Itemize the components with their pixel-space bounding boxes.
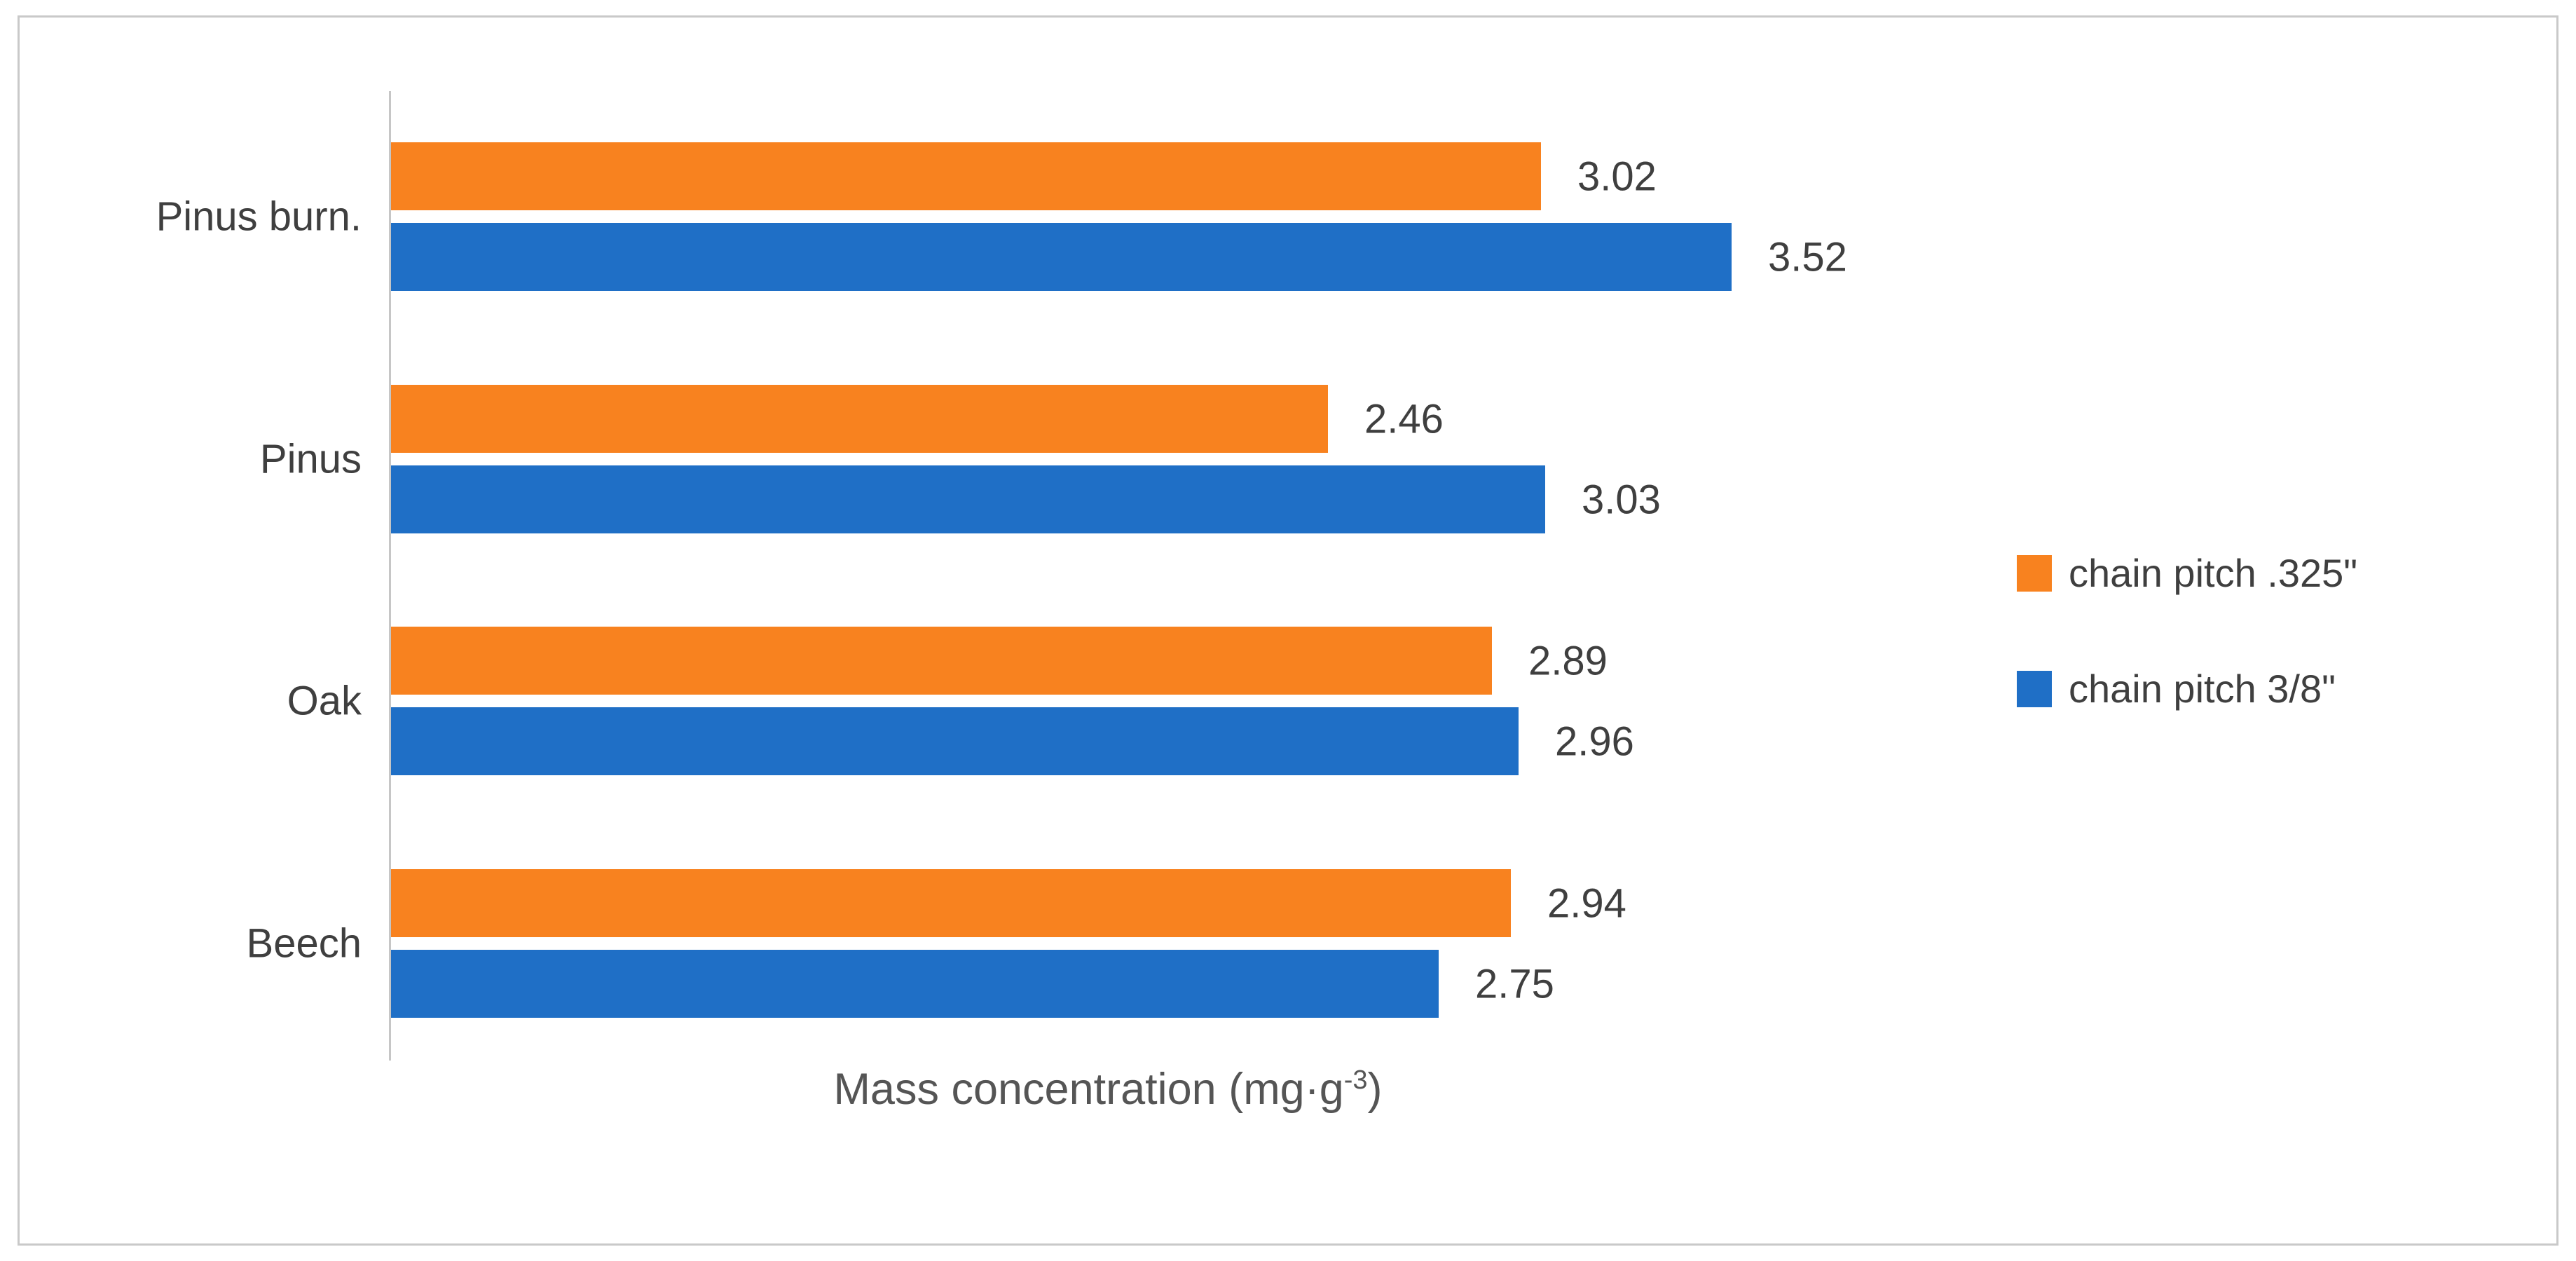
category-label-oak: Oak xyxy=(287,678,362,724)
bar-chain-pitch-325-3 xyxy=(391,627,1492,695)
x-axis-title-close: ) xyxy=(1367,1065,1383,1114)
bar-chain-pitch-38-3 xyxy=(391,707,1519,775)
bar-chain-pitch-38-1 xyxy=(391,223,1732,291)
category-label-beech: Beech xyxy=(246,920,362,967)
x-axis-title: Mass concentration (mg·g-3) xyxy=(390,1064,1826,1115)
value-label: 3.52 xyxy=(1768,234,1847,280)
orange-square-icon xyxy=(2017,554,2052,592)
value-label: 2.46 xyxy=(1364,396,1444,442)
value-label: 2.89 xyxy=(1528,638,1608,683)
bar-chain-pitch-38-2 xyxy=(391,465,1545,533)
bar-chain-pitch-325-2 xyxy=(391,385,1328,453)
category-label-pinus: Pinus xyxy=(259,436,362,482)
legend-item-chain-pitch-325: chain pitch .325" xyxy=(2017,550,2357,596)
legend-label: chain pitch .325" xyxy=(2069,551,2358,595)
x-axis-title-superscript: -3 xyxy=(1343,1065,1368,1095)
x-axis-title-main: Mass concentration (mg·g xyxy=(833,1065,1344,1114)
category-label-pinus-burn: Pinus burn. xyxy=(156,193,362,240)
value-label: 2.94 xyxy=(1547,880,1626,926)
blue-square-icon xyxy=(2017,670,2052,707)
value-label: 2.96 xyxy=(1555,718,1634,764)
value-label: 3.02 xyxy=(1577,154,1657,199)
legend-item-chain-pitch-38: chain pitch 3/8" xyxy=(2017,666,2336,711)
bar-chain-pitch-38-4 xyxy=(391,950,1439,1018)
value-label: 2.75 xyxy=(1475,961,1554,1007)
y-axis-line xyxy=(389,91,391,1061)
legend-label: chain pitch 3/8" xyxy=(2069,667,2336,711)
bar-chain-pitch-325-4 xyxy=(391,869,1511,937)
value-label: 3.03 xyxy=(1582,477,1661,522)
bar-chain-pitch-325-1 xyxy=(391,142,1541,210)
